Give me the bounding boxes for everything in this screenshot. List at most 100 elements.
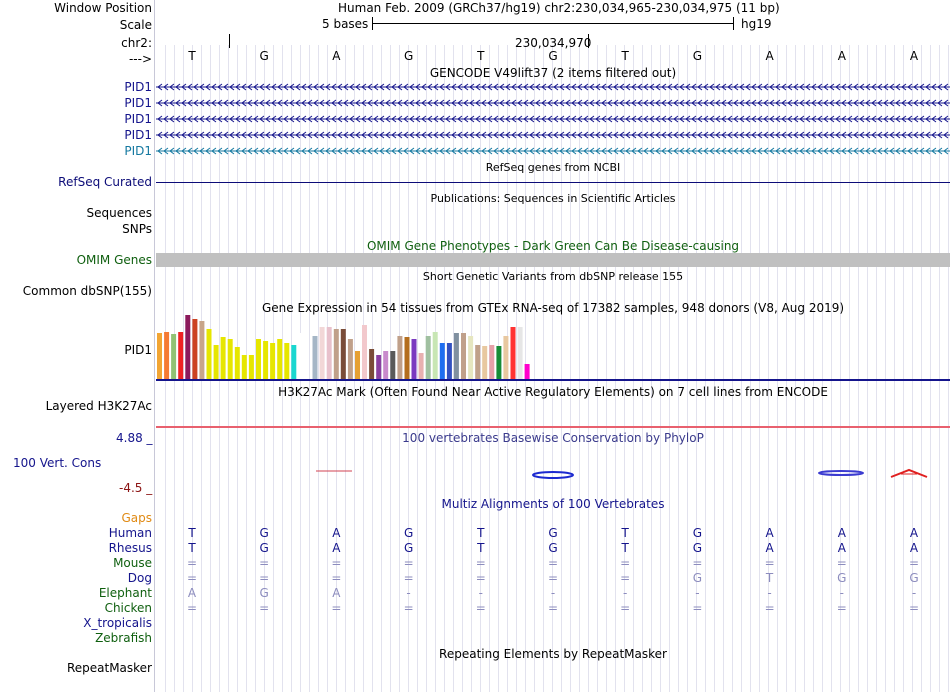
gtex-tissue-bar[interactable] <box>312 336 318 379</box>
multiz-species-label[interactable]: Elephant <box>98 586 152 600</box>
gencode-transcript-line[interactable] <box>156 115 950 123</box>
gtex-tissue-bar[interactable] <box>298 333 304 379</box>
gtex-tissue-bar[interactable] <box>199 321 205 379</box>
multiz-species-label[interactable]: Chicken <box>104 601 152 615</box>
gtex-tissue-bar[interactable] <box>517 327 523 379</box>
repeatmasker-track-label[interactable]: RepeatMasker <box>66 661 152 675</box>
gtex-tissue-bar[interactable] <box>482 346 488 379</box>
refseq-track-title[interactable]: RefSeq genes from NCBI <box>485 161 621 174</box>
gtex-tissue-bar[interactable] <box>171 334 177 379</box>
multiz-base: = <box>620 571 631 585</box>
gtex-tissue-bar[interactable] <box>461 333 466 379</box>
multiz-species-label[interactable]: Human <box>108 526 152 540</box>
omim-track-label[interactable]: OMIM Genes <box>76 253 152 267</box>
gencode-transcript-label[interactable]: PID1 <box>124 80 152 94</box>
gtex-tissue-bar[interactable] <box>369 349 375 379</box>
omim-track-title[interactable]: OMIM Gene Phenotypes - Dark Green Can Be… <box>366 239 740 253</box>
ruler-tick-left <box>229 34 230 48</box>
gtex-tissue-bar[interactable] <box>284 343 290 379</box>
gtex-tissue-bar[interactable] <box>340 329 346 379</box>
gencode-transcript-line[interactable] <box>156 131 950 139</box>
gtex-tissue-bar[interactable] <box>256 339 261 379</box>
gtex-tissue-bar[interactable] <box>376 355 382 379</box>
gtex-tissue-bar[interactable] <box>263 341 269 379</box>
omim-gene-bar[interactable] <box>156 253 950 267</box>
gencode-transcript-label[interactable]: PID1 <box>124 112 152 126</box>
phylop-signal[interactable] <box>156 460 950 484</box>
gtex-tissue-bar[interactable] <box>355 351 360 379</box>
multiz-species-label[interactable]: Rhesus <box>108 541 152 555</box>
publications-track-label[interactable]: Sequences <box>86 206 152 220</box>
gtex-track-label[interactable]: PID1 <box>124 343 152 357</box>
gtex-tissue-bar[interactable] <box>362 325 367 379</box>
gtex-tissue-bar[interactable] <box>432 332 438 379</box>
gtex-tissue-bar[interactable] <box>291 345 297 379</box>
gtex-tissue-bar[interactable] <box>510 327 516 379</box>
gtex-tissue-bar[interactable] <box>157 333 162 379</box>
gtex-tissue-bar[interactable] <box>234 347 240 379</box>
gtex-tissue-bar[interactable] <box>425 336 431 379</box>
multiz-base: G <box>837 571 847 585</box>
repeatmasker-track-title[interactable]: Repeating Elements by RepeatMasker <box>439 647 667 661</box>
gtex-tissue-bar[interactable] <box>277 339 283 379</box>
refseq-gene-line[interactable] <box>156 182 950 183</box>
gtex-tissue-bar[interactable] <box>503 336 509 379</box>
dbsnp-track-title[interactable]: Short Genetic Variants from dbSNP releas… <box>422 270 684 283</box>
dbsnp-track-label[interactable]: Common dbSNP(155) <box>22 284 152 298</box>
multiz-species-label[interactable]: Mouse <box>113 556 152 570</box>
gtex-tissue-bar[interactable] <box>333 329 339 379</box>
gencode-transcript-line[interactable] <box>156 83 950 91</box>
gtex-tissue-bar[interactable] <box>185 315 191 379</box>
gtex-tissue-bar[interactable] <box>213 345 219 379</box>
grid-line <box>894 45 895 692</box>
multiz-species-label[interactable]: Dog <box>127 571 152 585</box>
gtex-tissue-bar[interactable] <box>411 339 417 379</box>
gtex-tissue-bar[interactable] <box>248 355 254 379</box>
gtex-tissue-bar[interactable] <box>390 351 396 379</box>
multiz-species-label[interactable]: X_tropicalis <box>83 616 152 630</box>
gtex-tissue-bar[interactable] <box>475 345 481 379</box>
gtex-tissue-bar[interactable] <box>404 337 410 379</box>
gtex-tissue-bar[interactable] <box>206 329 212 379</box>
multiz-base: A <box>765 541 774 555</box>
gtex-track-title[interactable]: Gene Expression in 54 tissues from GTEx … <box>261 301 845 315</box>
multiz-track-title[interactable]: Multiz Alignments of 100 Vertebrates <box>441 497 665 511</box>
gtex-tissue-bar[interactable] <box>383 351 389 379</box>
h3k27ac-track-title[interactable]: H3K27Ac Mark (Often Found Near Active Re… <box>278 385 828 399</box>
refseq-track-label[interactable]: RefSeq Curated <box>58 175 152 189</box>
snps-track-label[interactable]: SNPs <box>122 222 152 236</box>
gencode-transcript-line[interactable] <box>156 147 950 155</box>
gencode-track-title[interactable]: GENCODE V49lift37 (2 items filtered out) <box>429 66 677 80</box>
gtex-tissue-bar[interactable] <box>178 332 184 379</box>
gencode-transcript-label[interactable]: PID1 <box>124 128 152 142</box>
gtex-tissue-bar[interactable] <box>192 319 198 379</box>
grid-line <box>309 45 310 692</box>
phylop-track-title[interactable]: 100 vertebrates Basewise Conservation by… <box>402 431 704 445</box>
gtex-tissue-bar[interactable] <box>439 343 445 379</box>
h3k27ac-track-label[interactable]: Layered H3K27Ac <box>45 399 152 413</box>
gtex-tissue-bar[interactable] <box>397 336 403 379</box>
gtex-tissue-bar[interactable] <box>524 364 530 379</box>
gtex-tissue-bar[interactable] <box>319 327 325 379</box>
publications-track-title[interactable]: Publications: Sequences in Scientific Ar… <box>430 192 676 205</box>
gtex-tissue-bar[interactable] <box>489 345 495 379</box>
gtex-tissue-bar[interactable] <box>270 343 276 379</box>
gtex-tissue-bar[interactable] <box>164 332 170 379</box>
gtex-tissue-bar[interactable] <box>453 333 459 379</box>
gtex-tissue-bar[interactable] <box>347 339 353 379</box>
gtex-tissue-bar[interactable] <box>227 339 233 379</box>
gencode-transcript-label[interactable]: PID1 <box>124 144 152 158</box>
multiz-species-label[interactable]: Zebrafish <box>95 631 152 645</box>
gtex-tissue-bar[interactable] <box>241 355 247 379</box>
gtex-bar-chart[interactable] <box>156 315 950 383</box>
gtex-tissue-bar[interactable] <box>220 337 226 379</box>
gtex-tissue-bar[interactable] <box>468 336 474 379</box>
grid-line <box>651 45 652 692</box>
gtex-tissue-bar[interactable] <box>418 353 424 379</box>
gtex-tissue-bar[interactable] <box>496 346 502 379</box>
gencode-transcript-line[interactable] <box>156 99 950 107</box>
gencode-transcript-label[interactable]: PID1 <box>124 96 152 110</box>
phylop-track-label[interactable]: 100 Vert. Cons <box>13 456 102 470</box>
gtex-tissue-bar[interactable] <box>446 343 452 379</box>
gtex-tissue-bar[interactable] <box>326 327 332 379</box>
